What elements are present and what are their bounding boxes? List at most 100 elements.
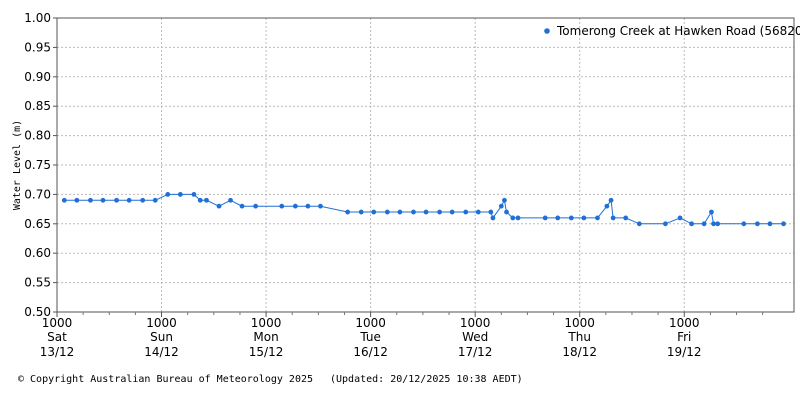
- data-point: [197, 197, 203, 203]
- data-point: [490, 215, 496, 221]
- copyright-text: © Copyright Australian Bureau of Meteoro…: [18, 374, 314, 385]
- x-tick-day: Wed: [462, 330, 488, 344]
- data-point: [623, 215, 629, 221]
- x-tick-date: 18/12: [562, 345, 597, 359]
- y-tick-label: 0.65: [24, 217, 51, 231]
- x-axis: 1000Sat13/121000Sun14/121000Mon15/121000…: [40, 312, 764, 359]
- data-point: [515, 215, 521, 221]
- y-tick-label: 0.55: [24, 276, 51, 290]
- y-tick-label: 0.90: [24, 70, 51, 84]
- x-tick-date: 14/12: [144, 345, 179, 359]
- data-point: [423, 209, 429, 215]
- x-tick-date: 16/12: [353, 345, 388, 359]
- x-tick-day: Mon: [253, 330, 278, 344]
- data-point: [397, 209, 403, 215]
- data-point: [608, 197, 614, 203]
- data-point: [610, 215, 616, 221]
- legend-label: Tomerong Creek at Hawken Road (568202): [556, 24, 800, 38]
- data-point: [709, 209, 714, 215]
- y-tick-label: 0.85: [24, 99, 51, 113]
- y-tick-label: 0.80: [24, 129, 51, 143]
- data-point: [140, 197, 146, 203]
- data-point: [216, 203, 222, 209]
- x-tick-date: 19/12: [667, 345, 702, 359]
- data-point: [126, 197, 132, 203]
- grid-lines: [57, 18, 794, 312]
- data-point: [767, 221, 773, 227]
- data-point: [371, 209, 377, 215]
- data-point: [475, 209, 481, 215]
- data-point: [689, 221, 694, 227]
- data-point: [498, 203, 504, 209]
- data-point: [411, 209, 416, 215]
- x-tick-day: Sun: [150, 330, 173, 344]
- data-point: [318, 203, 323, 209]
- y-tick-label: 0.95: [24, 40, 51, 54]
- data-point: [581, 215, 587, 221]
- x-tick-date: 17/12: [458, 345, 493, 359]
- data-point: [177, 192, 183, 197]
- data-point: [449, 209, 455, 215]
- x-tick-time: 1000: [146, 316, 177, 330]
- data-point: [510, 215, 516, 221]
- x-tick-date: 15/12: [249, 345, 284, 359]
- data-point: [152, 197, 158, 203]
- series-line: [64, 193, 784, 225]
- data-point: [604, 203, 610, 209]
- data-point: [488, 209, 494, 215]
- data-point: [502, 197, 507, 203]
- data-point: [437, 209, 443, 215]
- data-point: [100, 197, 106, 203]
- x-tick-day: Tue: [359, 330, 381, 344]
- y-tick-label: 0.70: [24, 187, 51, 201]
- data-point: [279, 203, 285, 209]
- x-tick-time: 1000: [669, 316, 700, 330]
- data-point: [504, 209, 509, 215]
- data-point: [114, 197, 119, 203]
- data-point: [636, 221, 642, 227]
- legend-marker: [544, 28, 550, 34]
- data-point: [463, 209, 469, 215]
- data-point: [61, 197, 67, 203]
- data-point: [191, 192, 197, 197]
- data-point: [228, 197, 233, 203]
- data-point: [358, 209, 364, 215]
- series-group: [61, 192, 786, 227]
- x-tick-time: 1000: [564, 316, 595, 330]
- x-tick-time: 1000: [355, 316, 386, 330]
- data-point: [595, 215, 600, 221]
- y-tick-label: 0.75: [24, 158, 51, 172]
- y-tick-label: 0.50: [24, 305, 51, 319]
- data-point: [568, 215, 574, 221]
- data-point: [74, 197, 80, 203]
- data-point: [165, 192, 171, 197]
- data-point: [555, 215, 561, 221]
- data-point: [741, 221, 747, 227]
- y-tick-label: 0.60: [24, 246, 51, 260]
- data-point: [677, 215, 683, 221]
- data-point: [88, 197, 93, 203]
- y-axis-label: Water Level (m): [12, 120, 23, 210]
- data-point: [542, 215, 548, 221]
- data-point: [663, 221, 668, 227]
- x-tick-time: 1000: [251, 316, 282, 330]
- y-tick-label: 1.00: [24, 11, 51, 25]
- data-point: [711, 221, 716, 227]
- x-tick-day: Fri: [677, 330, 691, 344]
- data-point: [384, 209, 390, 215]
- data-point: [781, 221, 786, 227]
- data-point: [292, 203, 298, 209]
- data-point: [239, 203, 245, 209]
- y-axis: 1.00 0.95 0.90 0.85 0.80 0.75 0.70 0.65 0.60 0.55…: [24, 11, 57, 319]
- legend: Tomerong Creek at Hawken Road (568202): [544, 24, 800, 38]
- updated-timestamp: (Updated: 20/12/2025 10:38 AEDT): [330, 374, 523, 385]
- x-tick-day: Sat: [47, 330, 67, 344]
- data-point: [253, 203, 259, 209]
- x-tick-day: Thu: [567, 330, 591, 344]
- data-point: [305, 203, 311, 209]
- data-point: [345, 209, 351, 215]
- x-tick-time: 1000: [460, 316, 491, 330]
- data-point: [715, 221, 721, 227]
- data-point: [755, 221, 760, 227]
